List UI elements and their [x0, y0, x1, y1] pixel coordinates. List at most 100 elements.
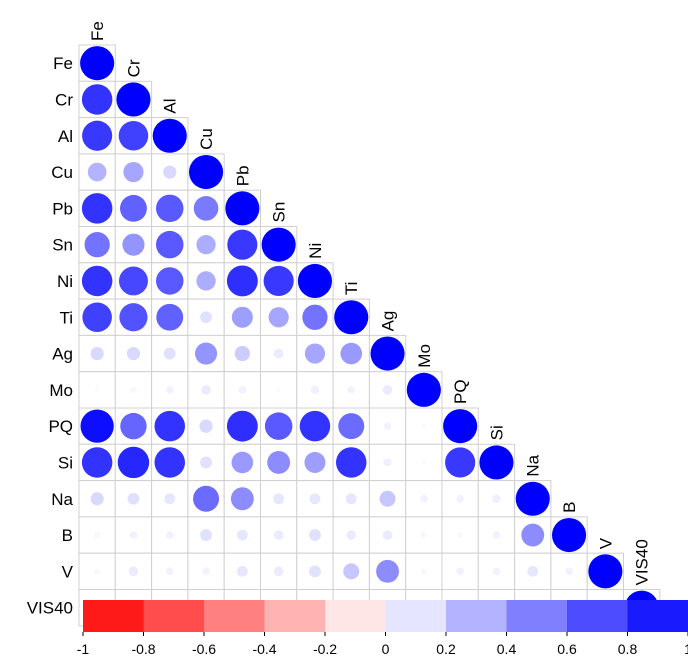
corr-circle-ag-ti	[340, 342, 363, 365]
corr-circle-ag-ni	[304, 343, 326, 364]
corr-circle-sn-al	[155, 230, 184, 259]
corr-circle-mo-al	[165, 386, 174, 394]
corr-circle-b-pq	[457, 532, 464, 539]
corr-circle-pb-cu	[193, 196, 219, 221]
col-label-si: Si	[487, 425, 506, 440]
label-layer: Fe Fe Cr Cr Al Al Cu Cu Pb Pb Sn Sn Ni Ni Ti Ti Ag Ag Mo Mo…	[27, 21, 652, 617]
corr-circle-v-pq	[456, 567, 464, 576]
corr-circle-al-cr	[118, 120, 149, 151]
corr-circle-b-cr	[129, 531, 138, 539]
corr-circle-ag-ag	[370, 336, 405, 371]
corr-circle-na-ag	[379, 490, 396, 507]
col-label-ni: Ni	[306, 243, 325, 259]
corr-circle-na-cr	[127, 492, 140, 505]
colorbar-tick-label: 1	[684, 641, 688, 657]
colorbar-segment	[385, 600, 447, 632]
row-label-sn: Sn	[52, 236, 73, 255]
corr-circle-ag-al	[163, 347, 176, 360]
corr-circle-v-mo	[420, 568, 427, 575]
corr-circle-mo-cu	[201, 385, 211, 395]
corr-circle-sn-pb	[227, 229, 258, 260]
corr-circle-sn-cu	[196, 234, 216, 255]
corr-circle-pq-al	[154, 410, 186, 442]
row-label-mo: Mo	[49, 381, 73, 400]
corr-circle-ni-sn	[263, 265, 294, 297]
row-label-vis40: VIS40	[27, 599, 73, 618]
corr-circle-na-mo	[420, 494, 428, 503]
colorbar-segment	[627, 600, 688, 632]
colorbar-tick-label: -1	[77, 641, 90, 657]
corr-circle-pb-al	[155, 194, 184, 223]
colorbar-tick-label: 0.8	[618, 641, 638, 657]
corr-circle-pq-pq	[443, 409, 478, 444]
corr-circle-b-cu	[200, 529, 212, 541]
corr-circle-v-b	[565, 567, 573, 576]
row-label-b: B	[62, 526, 73, 545]
corr-circle-ni-cr	[118, 266, 148, 296]
corr-circle-al-al	[152, 118, 187, 153]
corr-circle-na-pq	[456, 494, 464, 503]
corr-circle-na-pb	[230, 487, 254, 511]
corr-circle-si-mo	[421, 460, 427, 465]
row-label-ag: Ag	[52, 345, 73, 364]
colorbar-segment	[325, 600, 386, 632]
row-label-cu: Cu	[51, 163, 73, 182]
corr-circle-pb-cr	[120, 194, 147, 222]
corr-circle-v-pb	[236, 565, 248, 577]
col-label-v: V	[596, 537, 615, 549]
corr-circle-sn-fe	[84, 231, 110, 258]
corr-circle-ti-fe	[82, 302, 112, 333]
corr-circle-v-ag	[376, 559, 399, 583]
corr-circle-b-sn	[273, 530, 284, 540]
corr-circle-ni-ni	[297, 263, 333, 299]
colorbar-tick-label: 0.4	[497, 641, 517, 657]
corr-circle-cr-cr	[116, 82, 151, 117]
corr-circle-ag-sn	[273, 348, 284, 359]
corr-circle-na-na	[515, 481, 550, 516]
colorbar-tick-label: 0.6	[557, 641, 577, 657]
corr-circle-v-ti	[343, 563, 360, 580]
colorbar-segment	[506, 600, 568, 632]
corr-circle-pb-pb	[225, 191, 260, 226]
col-label-mo: Mo	[415, 344, 434, 368]
corr-circle-b-na	[521, 523, 545, 547]
corr-circle-ag-pb	[234, 345, 250, 362]
corr-circle-si-al	[154, 447, 186, 478]
colorbar-tick-label: -0.6	[192, 641, 216, 657]
corr-circle-v-v	[588, 554, 623, 589]
colorbar-segment	[567, 600, 628, 632]
corr-circle-pq-sn	[264, 412, 293, 440]
colorbar-tick-label: -0.2	[313, 641, 337, 657]
corr-circle-mo-cr	[130, 386, 137, 393]
corr-circle-si-sn	[267, 451, 291, 474]
corr-circle-fe-fe	[80, 46, 115, 81]
row-label-al: Al	[58, 127, 73, 146]
col-label-cu: Cu	[197, 128, 216, 150]
corr-circle-mo-ti	[347, 386, 356, 394]
colorbar-segment	[204, 600, 265, 632]
corr-circle-b-al	[165, 531, 174, 539]
corr-circle-si-ni	[304, 451, 326, 473]
corr-circle-v-si	[492, 567, 501, 576]
corr-circle-ti-ti	[334, 300, 369, 335]
corr-circle-pq-cr	[120, 412, 147, 440]
corr-circle-ti-cr	[119, 303, 148, 332]
corr-circle-b-pb	[236, 529, 248, 541]
row-label-pq: PQ	[48, 417, 73, 436]
col-label-sn: Sn	[270, 202, 289, 223]
corr-circle-ti-ni	[302, 304, 328, 330]
corr-circle-cu-cr	[123, 161, 144, 183]
colorbar-segment	[143, 600, 205, 632]
corr-circle-b-si	[492, 531, 501, 539]
colorbar-segment	[446, 600, 507, 632]
corr-circle-na-fe	[90, 492, 104, 506]
corr-circle-v-na	[527, 565, 539, 577]
corr-circle-mo-ni	[310, 385, 320, 395]
colorbar-tick-label: -0.8	[131, 641, 155, 657]
corr-circle-b-mo	[420, 532, 427, 539]
corr-circle-ni-cu	[196, 271, 216, 291]
corr-circle-b-ni	[309, 529, 321, 541]
corr-circle-sn-cr	[122, 233, 145, 256]
col-label-ti: Ti	[342, 282, 361, 296]
